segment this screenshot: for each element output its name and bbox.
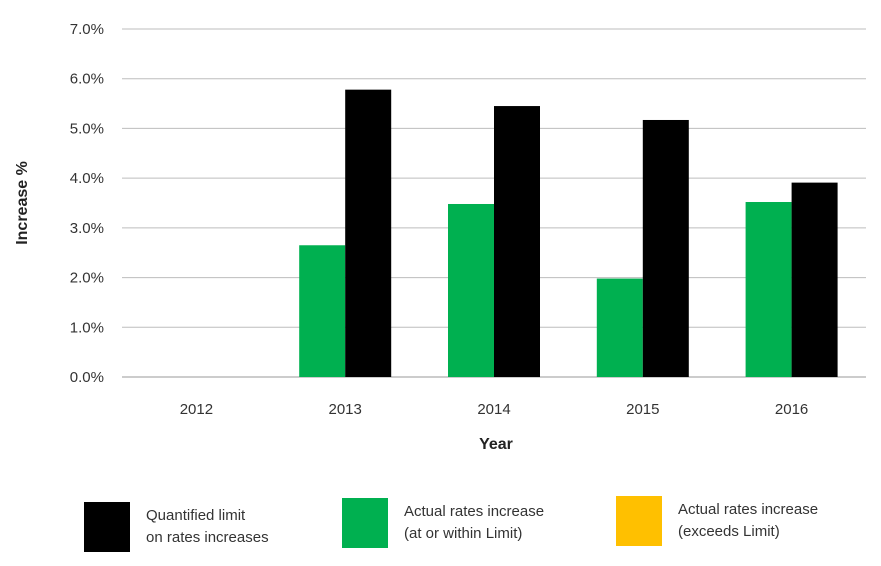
legend: Quantified limit on rates increases Actu… <box>0 488 881 558</box>
y-tick-label: 1.0% <box>70 319 104 336</box>
bar-2015-actual <box>596 278 643 377</box>
x-tick-label: 2014 <box>477 401 510 418</box>
legend-item-exceeds: Actual rates increase (exceeds Limit) <box>616 496 818 546</box>
y-tick-labels: 0.0% 1.0% 2.0% 3.0% 4.0% 5.0% 6.0% 7.0% <box>70 21 104 386</box>
y-axis-title: Increase % <box>14 161 31 245</box>
legend-swatch-black <box>84 502 130 552</box>
bar-2014-actual <box>448 203 494 377</box>
y-tick-label: 6.0% <box>70 71 104 88</box>
legend-item-limit: Quantified limit on rates increases <box>84 502 269 552</box>
legend-label-limit: Quantified limit on rates increases <box>146 507 269 546</box>
x-axis-title: Year <box>479 436 513 453</box>
y-tick-label: 2.0% <box>70 270 104 287</box>
legend-label-exceeds: Actual rates increase (exceeds Limit) <box>678 501 819 540</box>
legend-swatch-orange <box>616 496 662 546</box>
y-tick-label: 0.0% <box>70 369 104 386</box>
legend-item-within: Actual rates increase (at or within Limi… <box>342 498 544 548</box>
x-tick-label: 2012 <box>180 401 213 418</box>
bars <box>299 89 838 378</box>
bar-2016-limit <box>791 182 838 377</box>
x-tick-label: 2015 <box>626 401 659 418</box>
y-tick-label: 3.0% <box>70 220 104 237</box>
bar-2014-limit <box>494 106 540 378</box>
x-tick-label: 2013 <box>329 401 362 418</box>
legend-label-within: Actual rates increase (at or within Limi… <box>404 503 545 542</box>
legend-swatch-green <box>342 498 388 548</box>
x-tick-label: 2016 <box>775 401 808 418</box>
y-tick-label: 5.0% <box>70 120 104 137</box>
y-tick-label: 7.0% <box>70 21 104 38</box>
bar-2015-limit <box>642 119 689 377</box>
bar-2016-actual <box>745 202 792 377</box>
y-tick-label: 4.0% <box>70 170 104 187</box>
x-tick-labels: 2012 2013 2014 2015 2016 <box>180 401 809 418</box>
bar-2013-limit <box>345 89 392 377</box>
bar-2013-actual <box>299 245 346 377</box>
